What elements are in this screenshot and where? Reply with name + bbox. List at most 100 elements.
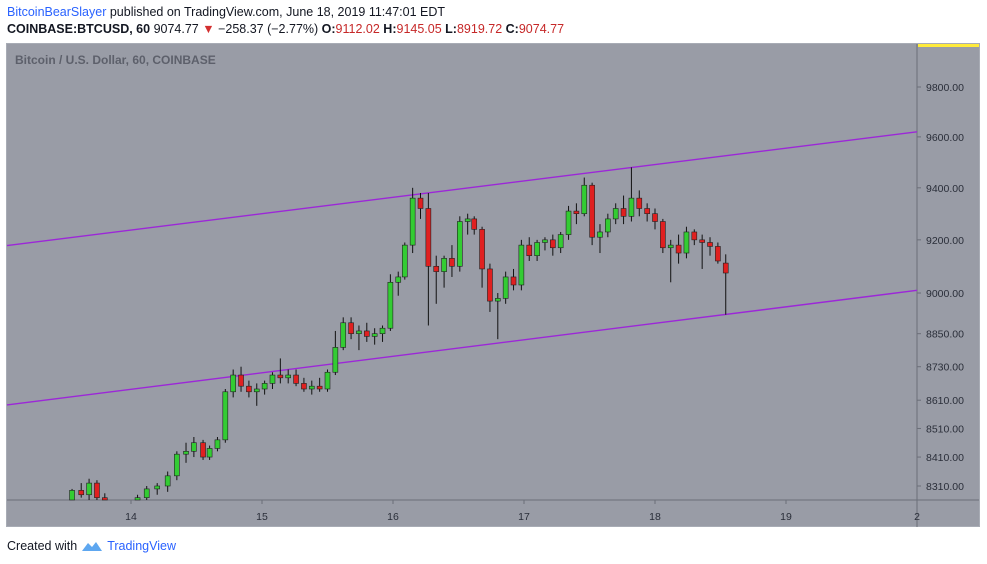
candle [605, 213, 611, 238]
candle-body-up [308, 385, 315, 390]
candle-body-up [565, 210, 572, 235]
candle [261, 380, 268, 395]
candle-body-up [464, 218, 471, 222]
y-tick-label: 8610.00 [926, 395, 964, 407]
candle-body-up [605, 218, 611, 233]
tradingview-logo-icon[interactable] [81, 539, 103, 553]
candle-body-down [417, 197, 424, 209]
candle [612, 203, 619, 225]
candle [557, 231, 564, 254]
candle-body-up [154, 485, 160, 490]
footer: Created with TradingView [7, 539, 176, 553]
published-text: published on TradingView.com, June 18, 2… [109, 5, 446, 19]
channel-line-lower[interactable] [6, 289, 918, 406]
x-tick-label: 16 [387, 511, 399, 523]
price-change: −258.37 (−2.77%) [218, 22, 319, 36]
candle-body-down [471, 218, 478, 230]
candle-body-up [371, 333, 378, 337]
candle [502, 271, 509, 304]
candle-body-up [542, 239, 548, 243]
candle-body-down [200, 442, 206, 458]
candle [409, 187, 416, 254]
candle [691, 229, 698, 246]
candle [675, 234, 682, 264]
candle [526, 237, 533, 261]
candle-body-up [222, 391, 229, 441]
candle-body-down [487, 268, 493, 302]
publish-info: BitcoinBearSlayer published on TradingVi… [7, 4, 445, 20]
candle-body-up [494, 298, 501, 302]
candle-body-down [246, 385, 252, 393]
candle [441, 255, 447, 288]
candle-body-up [191, 442, 197, 452]
candle [457, 216, 463, 272]
candle-body-up [86, 482, 92, 496]
candle [191, 437, 197, 458]
candle-body-down [348, 322, 354, 334]
candle-body-up [395, 276, 402, 283]
candle [387, 274, 394, 331]
candle-body-down [449, 258, 455, 267]
candle [316, 377, 323, 392]
candle-body-up [183, 451, 189, 455]
candle-body-down [363, 330, 370, 337]
candle-body-up [143, 488, 150, 498]
candle-body-up [285, 374, 292, 379]
chart-area[interactable] [6, 43, 980, 527]
candle-body-up [557, 234, 564, 249]
candle [200, 439, 206, 460]
candle-body-up [683, 231, 690, 254]
candle-body-up [253, 388, 260, 393]
candle [94, 480, 100, 500]
candle [573, 203, 580, 225]
high-label: H: [383, 22, 397, 36]
candle-body-up [401, 244, 408, 278]
candle [479, 226, 485, 288]
candle [285, 369, 292, 384]
candle [715, 242, 721, 264]
x-tick-label: 14 [125, 511, 137, 523]
y-tick-label: 8310.00 [926, 481, 964, 493]
candle [222, 388, 229, 443]
author-link[interactable]: BitcoinBearSlayer [7, 5, 107, 19]
candle-body-up [387, 281, 394, 329]
candle [69, 488, 75, 501]
candle [238, 366, 244, 392]
chart-title: Bitcoin / U.S. Dollar, 60, COINBASE [15, 53, 216, 67]
tradingview-link[interactable]: TradingView [107, 539, 176, 553]
candle-body-down [425, 208, 432, 267]
y-tick-label: 9200.00 [926, 235, 964, 247]
candle-body-up [340, 322, 347, 348]
candle [246, 380, 252, 398]
candle-body-down [526, 244, 533, 256]
candle-body-down [94, 482, 100, 498]
candle-body-up [206, 448, 213, 458]
candle-body-down [102, 497, 108, 501]
candle [253, 383, 260, 406]
candle-body-up [667, 244, 674, 249]
candle-body-down [78, 490, 85, 496]
candle-body-up [379, 327, 386, 334]
candle [269, 372, 276, 389]
candle [542, 237, 548, 251]
candle-body-up [214, 439, 221, 449]
candle [581, 177, 588, 217]
close-label: C: [505, 22, 519, 36]
candle-body-up [581, 184, 588, 214]
candle-body-up [69, 490, 75, 501]
candle-body-down [636, 197, 643, 209]
candle-body-down [589, 184, 595, 238]
candle [464, 213, 471, 235]
open-label: O: [321, 22, 336, 36]
candle [134, 494, 141, 501]
candle-body-down [699, 239, 705, 243]
candle [433, 255, 440, 304]
last-price: 9074.77 [153, 22, 199, 36]
candle-body-up [164, 475, 171, 487]
candle [395, 271, 402, 296]
candle [550, 234, 556, 256]
candle-body-up [628, 197, 635, 217]
candle-body-up [518, 244, 525, 286]
channel-line-upper[interactable] [6, 131, 918, 247]
